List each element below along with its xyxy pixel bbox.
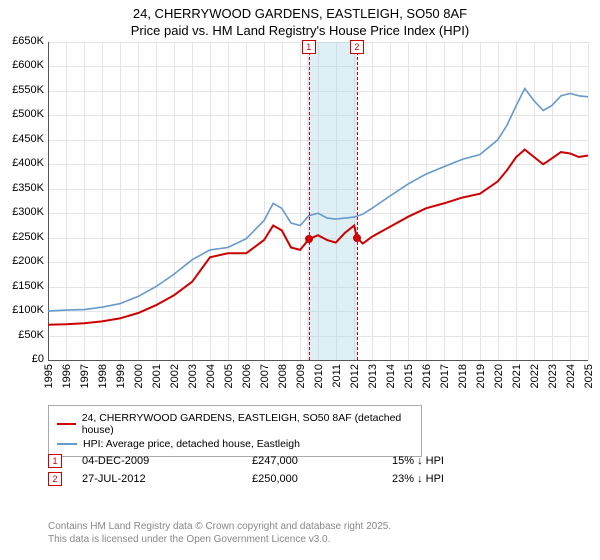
footer-line2: This data is licensed under the Open Gov… xyxy=(48,533,391,546)
xtick-label: 2021 xyxy=(511,364,523,388)
xtick-label: 2016 xyxy=(421,364,433,388)
xtick-label: 2003 xyxy=(187,364,199,388)
summary-marker: 2 xyxy=(48,472,62,486)
ytick-label: £450K xyxy=(4,133,44,145)
legend-label: HPI: Average price, detached house, East… xyxy=(83,438,300,450)
summary-date: 27-JUL-2012 xyxy=(82,473,232,485)
xtick-label: 2001 xyxy=(151,364,163,388)
chart-title: 24, CHERRYWOOD GARDENS, EASTLEIGH, SO50 … xyxy=(0,0,600,40)
xtick-label: 2010 xyxy=(313,364,325,388)
footer-attribution: Contains HM Land Registry data © Crown c… xyxy=(48,520,391,546)
legend-label: 24, CHERRYWOOD GARDENS, EASTLEIGH, SO50 … xyxy=(82,412,413,436)
legend-row: HPI: Average price, detached house, East… xyxy=(57,438,413,450)
xtick-label: 2018 xyxy=(457,364,469,388)
chart-plot-area: £0£50K£100K£150K£200K£250K£300K£350K£400… xyxy=(48,42,588,360)
ytick-label: £550K xyxy=(4,84,44,96)
summary-diff: 23% ↓ HPI xyxy=(392,473,492,485)
xtick-label: 1997 xyxy=(79,364,91,388)
xtick-label: 2015 xyxy=(403,364,415,388)
xtick-label: 2009 xyxy=(295,364,307,388)
ytick-label: £150K xyxy=(4,280,44,292)
footer-line1: Contains HM Land Registry data © Crown c… xyxy=(48,520,391,533)
xtick-label: 2023 xyxy=(547,364,559,388)
ytick-label: £100K xyxy=(4,304,44,316)
sale-dot xyxy=(305,235,313,243)
xtick-label: 2006 xyxy=(241,364,253,388)
xtick-label: 2022 xyxy=(529,364,541,388)
event-marker: 1 xyxy=(302,40,316,54)
xtick-label: 2012 xyxy=(349,364,361,388)
sale-dot xyxy=(353,234,361,242)
ytick-label: £0 xyxy=(4,353,44,365)
event-line xyxy=(357,42,358,360)
title-line2: Price paid vs. HM Land Registry's House … xyxy=(0,23,600,40)
ytick-label: £650K xyxy=(4,35,44,47)
ytick-label: £350K xyxy=(4,182,44,194)
ytick-label: £400K xyxy=(4,157,44,169)
event-line xyxy=(309,42,310,360)
xtick-label: 1995 xyxy=(43,364,55,388)
series-property xyxy=(48,150,588,325)
sales-summary-table: 1 04-DEC-2009 £247,000 15% ↓ HPI 2 27-JUL-201… xyxy=(48,450,492,490)
xtick-label: 2008 xyxy=(277,364,289,388)
legend-row: 24, CHERRYWOOD GARDENS, EASTLEIGH, SO50 … xyxy=(57,412,413,436)
xtick-label: 2025 xyxy=(583,364,595,388)
xtick-label: 1998 xyxy=(97,364,109,388)
xtick-label: 2004 xyxy=(205,364,217,388)
summary-row: 2 27-JUL-2012 £250,000 23% ↓ HPI xyxy=(48,472,492,486)
summary-price: £250,000 xyxy=(252,473,372,485)
summary-row: 1 04-DEC-2009 £247,000 15% ↓ HPI xyxy=(48,454,492,468)
ytick-label: £500K xyxy=(4,108,44,120)
xtick-label: 2014 xyxy=(385,364,397,388)
xtick-label: 1996 xyxy=(61,364,73,388)
xtick-label: 2017 xyxy=(439,364,451,388)
summary-price: £247,000 xyxy=(252,455,372,467)
ytick-label: £50K xyxy=(4,329,44,341)
ytick-label: £600K xyxy=(4,59,44,71)
summary-marker: 1 xyxy=(48,454,62,468)
axis-line xyxy=(48,360,588,361)
summary-date: 04-DEC-2009 xyxy=(82,455,232,467)
legend-swatch xyxy=(57,443,77,445)
xtick-label: 2024 xyxy=(565,364,577,388)
legend-swatch xyxy=(57,423,76,426)
xtick-label: 2000 xyxy=(133,364,145,388)
summary-diff: 15% ↓ HPI xyxy=(392,455,492,467)
title-line1: 24, CHERRYWOOD GARDENS, EASTLEIGH, SO50 … xyxy=(0,6,600,23)
ytick-label: £300K xyxy=(4,206,44,218)
xtick-label: 2013 xyxy=(367,364,379,388)
xtick-label: 2011 xyxy=(331,364,343,388)
xtick-label: 2020 xyxy=(493,364,505,388)
xtick-label: 2007 xyxy=(259,364,271,388)
ytick-label: £250K xyxy=(4,231,44,243)
series-hpi xyxy=(48,89,588,312)
xtick-label: 2002 xyxy=(169,364,181,388)
xtick-label: 2019 xyxy=(475,364,487,388)
event-marker: 2 xyxy=(350,40,364,54)
gridline-x xyxy=(588,42,589,360)
ytick-label: £200K xyxy=(4,255,44,267)
xtick-label: 1999 xyxy=(115,364,127,388)
series-svg xyxy=(48,42,588,360)
xtick-label: 2005 xyxy=(223,364,235,388)
